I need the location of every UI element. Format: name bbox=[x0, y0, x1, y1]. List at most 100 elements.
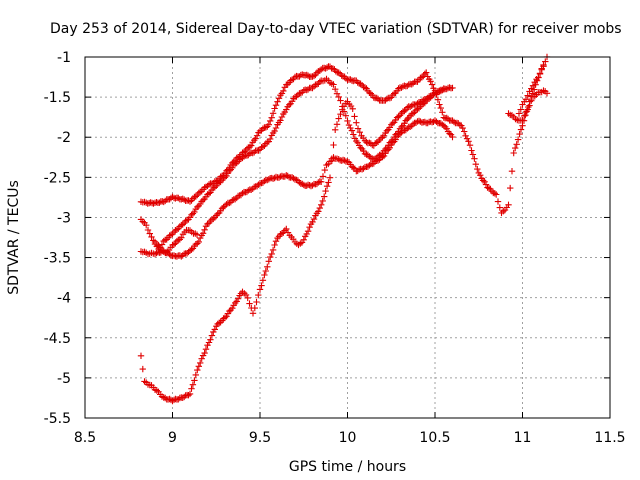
data-point bbox=[427, 78, 434, 85]
data-point bbox=[477, 172, 484, 179]
data-point bbox=[205, 181, 213, 188]
data-point bbox=[280, 87, 287, 95]
data-point bbox=[344, 158, 351, 165]
data-point bbox=[517, 106, 524, 113]
data-point bbox=[401, 107, 408, 115]
data-point bbox=[201, 349, 208, 357]
data-point bbox=[459, 124, 466, 132]
data-point bbox=[244, 294, 251, 302]
data-point bbox=[367, 90, 374, 97]
data-point bbox=[309, 182, 316, 189]
data-point bbox=[349, 105, 356, 112]
data-point bbox=[408, 102, 415, 109]
data-point bbox=[316, 67, 323, 74]
data-point bbox=[315, 179, 322, 186]
data-point bbox=[310, 72, 318, 80]
data-point bbox=[221, 314, 229, 321]
x-tick-label: 10 bbox=[339, 430, 357, 446]
data-point bbox=[491, 190, 498, 197]
data-point bbox=[197, 234, 204, 242]
data-point bbox=[540, 63, 547, 70]
data-point bbox=[456, 121, 463, 129]
data-point bbox=[386, 124, 393, 131]
data-point bbox=[505, 201, 512, 208]
data-point bbox=[182, 217, 189, 225]
data-point bbox=[156, 199, 163, 206]
data-point bbox=[389, 120, 396, 127]
data-point bbox=[232, 196, 239, 203]
data-point bbox=[383, 147, 391, 154]
data-point bbox=[261, 177, 268, 185]
data-point bbox=[186, 390, 194, 398]
data-point bbox=[232, 299, 239, 307]
data-point bbox=[507, 184, 514, 192]
data-point bbox=[265, 258, 272, 265]
data-point bbox=[472, 161, 479, 168]
data-point bbox=[309, 218, 316, 226]
data-point bbox=[269, 110, 277, 117]
data-point bbox=[204, 220, 211, 228]
data-point bbox=[205, 339, 213, 346]
data-point bbox=[223, 313, 230, 320]
data-point bbox=[439, 87, 446, 94]
data-point bbox=[261, 271, 268, 279]
data-point bbox=[484, 184, 491, 191]
data-point bbox=[409, 120, 417, 128]
data-point bbox=[208, 332, 216, 339]
data-point bbox=[510, 149, 517, 157]
data-point bbox=[318, 201, 325, 208]
data-point bbox=[288, 76, 296, 83]
data-point bbox=[542, 58, 549, 65]
data-point bbox=[194, 203, 201, 211]
data-point bbox=[220, 203, 227, 211]
data-point bbox=[521, 112, 528, 120]
data-point bbox=[372, 140, 379, 147]
data-point bbox=[380, 132, 388, 139]
data-point bbox=[166, 232, 173, 239]
data-point bbox=[253, 298, 260, 306]
data-point bbox=[251, 304, 258, 312]
series-track-a bbox=[137, 53, 551, 217]
data-point bbox=[536, 70, 544, 78]
data-point bbox=[474, 165, 481, 173]
data-point bbox=[465, 138, 472, 145]
data-point bbox=[167, 231, 175, 238]
data-point bbox=[267, 135, 274, 143]
data-point bbox=[139, 365, 146, 373]
data-point bbox=[440, 122, 447, 129]
data-point bbox=[229, 164, 236, 171]
data-point bbox=[494, 198, 502, 205]
data-point bbox=[188, 246, 195, 253]
data-point bbox=[360, 147, 367, 155]
data-point bbox=[446, 130, 453, 137]
data-point bbox=[189, 381, 197, 388]
data-point bbox=[363, 139, 370, 146]
data-point bbox=[449, 84, 456, 92]
data-point bbox=[353, 119, 360, 126]
data-point bbox=[332, 68, 339, 75]
data-point bbox=[512, 144, 519, 152]
data-point bbox=[337, 97, 344, 104]
data-point bbox=[269, 246, 277, 254]
data-point bbox=[173, 226, 181, 233]
data-point bbox=[249, 310, 257, 317]
data-point bbox=[424, 73, 431, 80]
data-point bbox=[233, 298, 240, 305]
data-point bbox=[268, 250, 275, 258]
data-point bbox=[423, 96, 430, 103]
data-point bbox=[404, 104, 411, 111]
data-point bbox=[341, 157, 348, 164]
data-point bbox=[538, 66, 545, 73]
data-point bbox=[323, 64, 331, 71]
data-point bbox=[310, 215, 318, 223]
data-point bbox=[181, 196, 188, 203]
data-point bbox=[188, 385, 195, 392]
data-point bbox=[195, 238, 202, 246]
data-point bbox=[252, 135, 259, 142]
data-point bbox=[383, 127, 391, 134]
y-tick-label: -2.5 bbox=[44, 170, 71, 186]
series-track-f bbox=[151, 226, 201, 257]
data-point bbox=[508, 168, 516, 175]
y-tick-label: -4.5 bbox=[44, 331, 71, 347]
data-point bbox=[193, 231, 201, 238]
